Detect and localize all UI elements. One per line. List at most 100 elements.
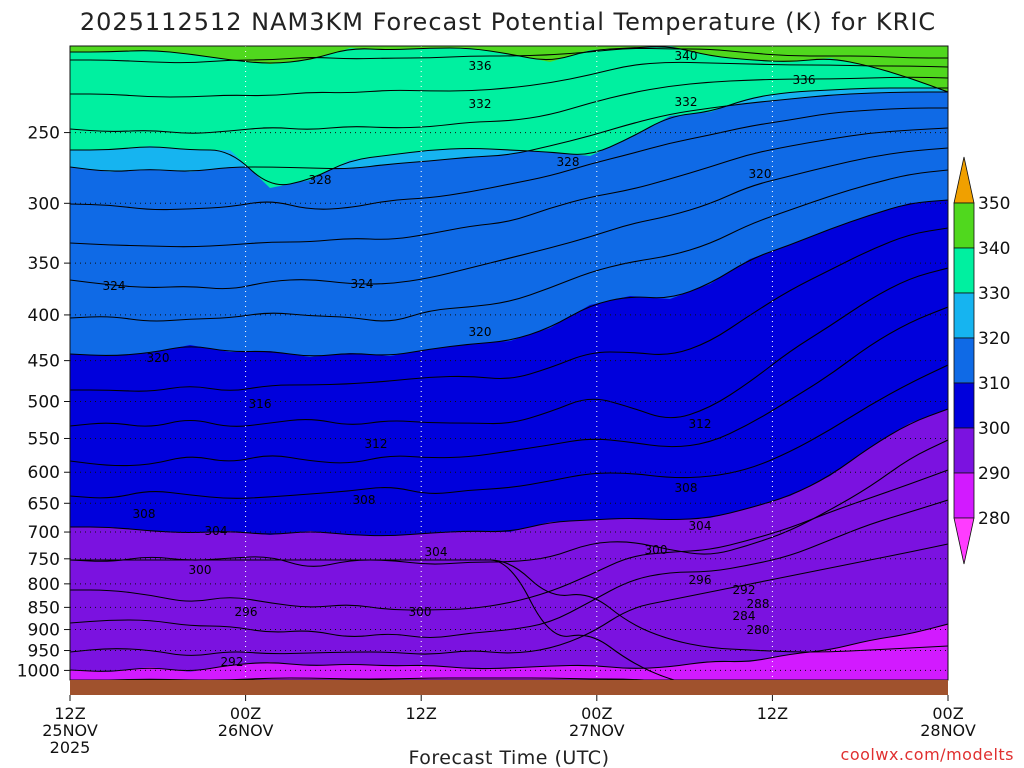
contour-label: 308 [675, 481, 698, 495]
contour-label: 324 [351, 277, 374, 291]
isentrope-line [70, 499, 948, 639]
contour-label: 280 [747, 623, 770, 637]
colorbar-box [953, 337, 975, 384]
filled-bands [70, 46, 948, 680]
colorbar-label: 320 [978, 329, 1010, 349]
colorbar-label: 340 [978, 239, 1010, 259]
contour-label: 328 [557, 155, 580, 169]
y-tick-label: 500 [28, 392, 60, 412]
contour-label: 332 [469, 97, 492, 111]
grid-lines [70, 46, 948, 680]
isentrope-line [70, 47, 948, 64]
y-tick-label: 400 [28, 306, 60, 326]
isentrope-line [70, 199, 948, 357]
contour-label: 320 [469, 325, 492, 339]
isentrope-line [70, 76, 948, 134]
colorbar-label: 330 [978, 284, 1010, 304]
colorbar-box [953, 427, 975, 474]
contour-label: 324 [103, 279, 126, 293]
contour-label: 296 [689, 573, 712, 587]
contour-label: 332 [675, 95, 698, 109]
y-tick-label: 850 [28, 598, 60, 618]
x-tick-time: 12Z [54, 704, 85, 723]
contour-label: 304 [689, 519, 712, 533]
chart-title: 2025112512 NAM3KM Forecast Potential Tem… [80, 8, 936, 36]
isentrope-line [70, 46, 948, 93]
y-tick-label: 800 [28, 575, 60, 595]
contour-label: 340 [675, 49, 698, 63]
contour-label: 308 [353, 493, 376, 507]
isentrope-line [70, 267, 948, 427]
contour-label: 328 [309, 173, 332, 187]
contour-label: 292 [733, 583, 756, 597]
y-tick-label: 1000 [17, 661, 60, 681]
contour-label: 304 [205, 524, 228, 538]
contour-label: 312 [689, 417, 712, 431]
isentrope-line [70, 127, 948, 248]
y-tick-label: 950 [28, 642, 60, 662]
x-tick-date: 25NOV [42, 721, 98, 740]
colorbar-box [953, 382, 975, 429]
contour-label: 336 [793, 73, 816, 87]
isentrope-line [70, 364, 948, 499]
colorbar: 350 340 330 320 310 300 290 280 [953, 156, 1010, 565]
contour-labels: 340 336 336 332 332 328 328 320 324 324 320 320 316 3… [103, 49, 816, 669]
colorbar-over-triangle [953, 156, 975, 204]
contour-label: 316 [249, 397, 272, 411]
isentrope-line [70, 61, 948, 98]
contour-label: 300 [409, 605, 432, 619]
x-tick-date: 28NOV [920, 721, 976, 740]
x-tick-time: 12Z [406, 704, 437, 723]
contour-label: 300 [645, 543, 668, 557]
y-tick-label: 600 [28, 463, 60, 483]
x-tick-time: 12Z [757, 704, 788, 723]
y-tick-label: 350 [28, 254, 60, 274]
colorbar-box [953, 472, 975, 519]
x-axis-label: Forecast Time (UTC) [409, 747, 610, 768]
y-tick-label: 450 [28, 352, 60, 372]
isentrope-line [70, 543, 948, 656]
colorbar-label: 350 [978, 194, 1010, 214]
contour-label: 300 [189, 563, 212, 577]
colorbar-box [953, 247, 975, 294]
x-tick-date: 27NOV [569, 721, 625, 740]
isentrope-line [70, 227, 948, 392]
isentrope-line [70, 408, 948, 537]
colorbar-box [953, 202, 975, 249]
contour-label: 288 [747, 597, 770, 611]
y-tick-label: 250 [28, 124, 60, 144]
contour-label: 292 [221, 655, 244, 669]
credit-text: coolwx.com/modelts [841, 745, 1014, 764]
colorbar-label: 280 [978, 509, 1010, 529]
contour-label: 296 [235, 605, 258, 619]
contour-label: 284 [733, 609, 756, 623]
ground-strip [70, 680, 948, 695]
isentrope-line [70, 107, 948, 211]
x-tick-time: 00Z [932, 704, 963, 723]
x-tick-date: 26NOV [218, 721, 274, 740]
contour-label: 312 [365, 437, 388, 451]
contour-label: 304 [425, 545, 448, 559]
x-tick-year: 2025 [50, 738, 91, 757]
y-tick-label: 750 [28, 550, 60, 570]
contour-label: 320 [147, 351, 170, 365]
isentrope-line [70, 87, 948, 186]
contour-label: 320 [749, 167, 772, 181]
contour-label: 308 [133, 507, 156, 521]
isentrope-line [70, 623, 948, 672]
y-tick-label: 900 [28, 621, 60, 641]
colorbar-under-triangle [953, 517, 975, 565]
contour-lines [70, 46, 948, 680]
isentrope-line [70, 91, 948, 172]
colorbar-label: 310 [978, 374, 1010, 394]
plot-area [70, 46, 948, 680]
y-tick-label: 650 [28, 494, 60, 514]
x-tick-time: 00Z [581, 704, 612, 723]
isentrope-line [70, 306, 948, 467]
y-tick-label: 300 [28, 194, 60, 214]
isentrope-line [70, 169, 948, 322]
colorbar-box [953, 292, 975, 339]
y-tick-label: 550 [28, 429, 60, 449]
